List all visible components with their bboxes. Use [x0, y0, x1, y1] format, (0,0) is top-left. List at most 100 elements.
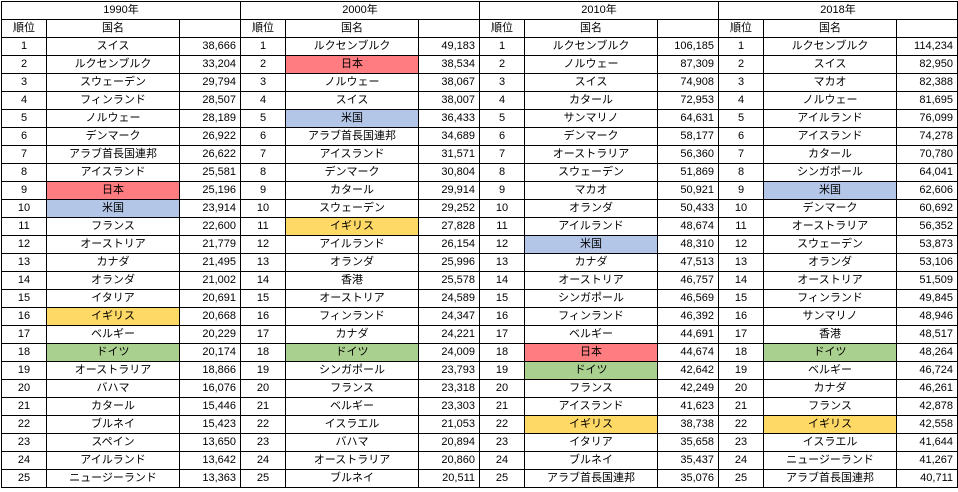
rank-cell: 8 — [718, 163, 764, 182]
country-cell: ドイツ — [285, 343, 419, 362]
value-cell: 50,921 — [657, 181, 719, 200]
rank-cell: 3 — [240, 73, 286, 92]
value-cell: 34,689 — [418, 127, 480, 146]
rank-cell: 3 — [479, 73, 525, 92]
country-cell: カタール — [524, 91, 658, 110]
year-header: 2018年 — [718, 1, 958, 20]
table-row: 6 デンマーク 26,922 6 アラブ首長国連邦 34,689 6 デンマーク 58,177 6… — [1, 127, 958, 146]
table-row: 17 ベルギー 20,229 17 カナダ 24,221 17 ベルギー 44,691 17 香港 4… — [1, 325, 958, 344]
rank-cell: 9 — [718, 181, 764, 200]
table-row: 18 ドイツ 20,174 18 ドイツ 24,009 18 日本 44,674 18 ドイツ 48,… — [1, 343, 958, 362]
rank-cell: 13 — [240, 253, 286, 272]
country-cell: スイス — [524, 73, 658, 92]
country-cell: イスラエル — [285, 415, 419, 434]
country-cell: フランス — [46, 217, 180, 236]
table-row: 24 アイルランド 13,642 24 オーストラリア 20,860 24 ブルネイ 35,43… — [1, 451, 958, 470]
value-cell: 64,041 — [896, 163, 958, 182]
rank-column-header: 順位 — [240, 19, 286, 38]
rank-cell: 5 — [240, 109, 286, 128]
country-cell: スウェーデン — [763, 235, 897, 254]
year-header: 2010年 — [479, 1, 719, 20]
table-row: 20 バハマ 16,076 20 フランス 23,318 20 フランス 42,249 20 カナダ… — [1, 379, 958, 398]
rank-cell: 24 — [718, 451, 764, 470]
year-header: 2000年 — [240, 1, 480, 20]
country-cell: 香港 — [285, 271, 419, 290]
rank-cell: 10 — [240, 199, 286, 218]
country-cell: ブルネイ — [285, 469, 419, 488]
country-cell: マカオ — [524, 181, 658, 200]
value-cell: 40,711 — [896, 469, 958, 488]
country-cell: イタリア — [524, 433, 658, 452]
value-cell: 74,908 — [657, 73, 719, 92]
value-cell: 56,360 — [657, 145, 719, 164]
rank-cell: 1 — [479, 37, 525, 56]
table-row: 11 フランス 22,600 11 イギリス 27,828 11 アイルランド 48,674 11… — [1, 217, 958, 236]
rank-cell: 25 — [479, 469, 525, 488]
country-cell: 米国 — [763, 181, 897, 200]
rank-cell: 10 — [479, 199, 525, 218]
rank-cell: 4 — [1, 91, 47, 110]
country-cell: マカオ — [763, 73, 897, 92]
value-cell: 22,600 — [179, 217, 241, 236]
value-cell: 38,007 — [418, 91, 480, 110]
table-row: 21 カタール 15,446 21 ベルギー 23,303 21 アイスランド 41,623 21… — [1, 397, 958, 416]
country-cell: 日本 — [285, 55, 419, 74]
value-cell: 51,869 — [657, 163, 719, 182]
rank-cell: 23 — [718, 433, 764, 452]
value-cell: 24,347 — [418, 307, 480, 326]
rank-cell: 22 — [240, 415, 286, 434]
value-cell: 62,606 — [896, 181, 958, 200]
value-cell: 20,668 — [179, 307, 241, 326]
country-cell: 米国 — [524, 235, 658, 254]
rank-cell: 6 — [240, 127, 286, 146]
value-cell: 18,866 — [179, 361, 241, 380]
value-column-header — [657, 19, 719, 38]
rank-cell: 10 — [718, 199, 764, 218]
value-cell: 106,185 — [657, 37, 719, 56]
country-cell: オーストラリア — [285, 451, 419, 470]
value-cell: 24,589 — [418, 289, 480, 308]
table-row: 1 スイス 38,666 1 ルクセンブルク 49,183 1 ルクセンブルク 106,185 1… — [1, 37, 958, 56]
country-cell: オーストリア — [46, 235, 180, 254]
rank-cell: 25 — [718, 469, 764, 488]
table-row: 13 カナダ 21,495 13 オランダ 25,996 13 カナダ 47,513 13 オランダ… — [1, 253, 958, 272]
table-row: 5 ノルウェー 28,189 5 米国 36,433 5 サンマリノ 64,631 5 アイルランド… — [1, 109, 958, 128]
country-cell: オランダ — [46, 271, 180, 290]
rank-cell: 11 — [479, 217, 525, 236]
country-cell: アイスランド — [285, 145, 419, 164]
rank-cell: 7 — [240, 145, 286, 164]
country-cell: デンマーク — [285, 163, 419, 182]
value-cell: 23,793 — [418, 361, 480, 380]
country-cell: デンマーク — [46, 127, 180, 146]
rank-cell: 2 — [1, 55, 47, 74]
country-cell: 米国 — [285, 109, 419, 128]
rank-cell: 1 — [718, 37, 764, 56]
value-cell: 30,804 — [418, 163, 480, 182]
value-cell: 20,691 — [179, 289, 241, 308]
rank-column-header: 順位 — [718, 19, 764, 38]
table-row: 19 オーストラリア 18,866 19 シンガポール 23,793 19 ドイツ 42,642… — [1, 361, 958, 380]
rank-cell: 2 — [718, 55, 764, 74]
value-cell: 26,622 — [179, 145, 241, 164]
country-column-header: 国名 — [524, 19, 658, 38]
value-cell: 13,363 — [179, 469, 241, 488]
table-row: 2 ルクセンブルク 33,204 2 日本 38,534 2 ノルウェー 87,309 2 スイス 8… — [1, 55, 958, 74]
value-cell: 44,691 — [657, 325, 719, 344]
country-cell: アイルランド — [46, 451, 180, 470]
rank-cell: 14 — [1, 271, 47, 290]
rank-cell: 5 — [479, 109, 525, 128]
rank-cell: 23 — [479, 433, 525, 452]
value-cell: 42,642 — [657, 361, 719, 380]
rank-column-header: 順位 — [479, 19, 525, 38]
rank-cell: 16 — [718, 307, 764, 326]
value-cell: 21,779 — [179, 235, 241, 254]
value-cell: 49,845 — [896, 289, 958, 308]
country-cell: オーストリア — [763, 271, 897, 290]
rank-cell: 19 — [479, 361, 525, 380]
country-cell: オーストリア — [285, 289, 419, 308]
country-cell: アラブ首長国連邦 — [763, 469, 897, 488]
value-cell: 28,507 — [179, 91, 241, 110]
rank-cell: 19 — [1, 361, 47, 380]
rank-cell: 18 — [1, 343, 47, 362]
